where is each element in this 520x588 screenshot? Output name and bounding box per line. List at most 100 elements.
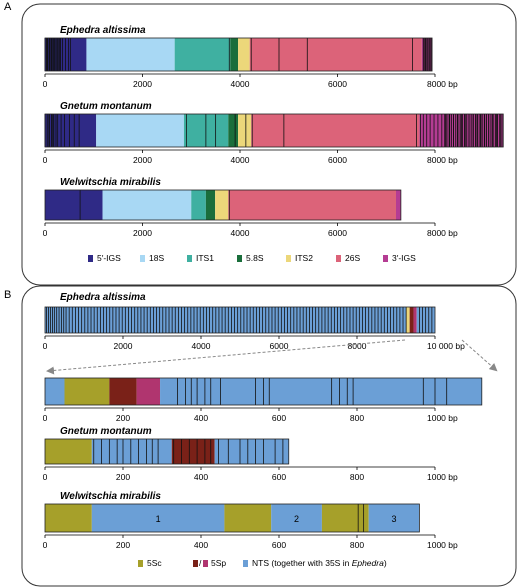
row-outline	[44, 189, 402, 221]
tick-label: 600	[272, 413, 286, 423]
segment-nts	[368, 504, 420, 532]
legend-label-tail: )	[384, 558, 387, 568]
segment-nts	[45, 307, 407, 333]
tick-label-unit: 1000 bp	[427, 472, 458, 482]
legend-label-text: ITS1	[196, 253, 214, 263]
segment-nts	[91, 439, 172, 464]
legend-swatch	[187, 255, 192, 262]
segment-5sc	[45, 439, 92, 464]
legend-separator: /	[199, 558, 202, 568]
legend-label: ITS1	[196, 253, 214, 263]
species-label: Welwitschia mirabilis	[60, 491, 161, 502]
legend-swatch	[193, 560, 198, 567]
tick-label: 6000	[328, 79, 347, 89]
row-outline	[44, 377, 483, 406]
legend-swatch	[383, 255, 388, 262]
segment-5sp-magenta	[413, 307, 417, 333]
species-label: Ephedra altissima	[60, 25, 146, 36]
legend-label-text: 26S	[345, 253, 360, 263]
legend-swatch	[138, 560, 143, 567]
zoom-arrows	[46, 339, 498, 375]
segment-26s	[228, 190, 396, 220]
panel-frame	[21, 3, 517, 286]
legend-label: NTS (together with 35S in Ephedra)	[252, 558, 387, 568]
gene-row: 0 200 400 600 800 1000 bp	[43, 377, 483, 423]
row-outline	[44, 113, 504, 148]
tick-label-unit: 8000 bp	[427, 228, 458, 238]
segment-5-igs	[45, 190, 103, 220]
segment-5sc	[321, 504, 369, 532]
legend-swatch	[237, 255, 242, 262]
legend-label-italic: Ephedra	[352, 558, 384, 568]
legend-label: 5Sc	[147, 558, 162, 568]
segment-nts	[91, 504, 225, 532]
gene-row: Gnetum montanum 0 200 400 600 800 1000 bp	[43, 426, 458, 482]
legend-label-text: 18S	[149, 253, 164, 263]
legend-label: 5Sp	[211, 558, 226, 568]
species-label: Ephedra altissima	[60, 292, 146, 303]
row-outline	[44, 438, 290, 465]
segment-18s	[86, 38, 175, 71]
tick-label: 2000	[133, 155, 152, 165]
gene-row: Gnetum montanum 0 2000 4000 6000 8000 bp	[43, 101, 504, 165]
segment-its2	[406, 307, 410, 333]
tick-label: 8000	[348, 341, 367, 351]
tick-label: 2000	[133, 228, 152, 238]
tick-label: 6000	[328, 155, 347, 165]
legend-swatch	[286, 255, 291, 262]
tick-label: 4000	[231, 228, 250, 238]
segment-3-igs	[421, 38, 433, 71]
segment-its1	[191, 190, 206, 220]
tick-label: 6000	[328, 228, 347, 238]
segment-its2	[238, 114, 252, 147]
legend-label: 3′-IGS	[392, 253, 416, 263]
legend-label: 5.8S	[246, 253, 264, 263]
tick-label: 6000	[270, 341, 289, 351]
legend-label: 18S	[149, 253, 164, 263]
row-outline	[44, 37, 433, 72]
tick-label-unit: 8000 bp	[427, 155, 458, 165]
panel-a: A Ephedra altissima 0 2000 4000 6000 8000 bp Gn…	[4, 1, 517, 286]
tick-label: 600	[272, 472, 286, 482]
legend-swatch	[243, 560, 248, 567]
segment-number: 3	[392, 514, 397, 524]
legend-swatch	[140, 255, 145, 262]
segment-5-8s	[205, 190, 216, 220]
tick-label: 4000	[231, 79, 250, 89]
gene-row: Ephedra altissima 0 2000 4000 6000 8000 bp	[43, 25, 458, 89]
segment-number: 2	[294, 514, 299, 524]
segment-5-8s	[228, 114, 239, 147]
species-label: Gnetum montanum	[60, 101, 152, 112]
species-label: Gnetum montanum	[60, 426, 152, 437]
tick-label: 600	[272, 540, 286, 550]
zoom-arrow-right	[461, 339, 498, 372]
legend-label-text: NTS (together with 35S in	[252, 558, 352, 568]
legend: 5′-IGS 18S ITS1 5.8S ITS2 26S 3′-IGS	[88, 253, 416, 263]
legend-label-text: 5.8S	[246, 253, 264, 263]
tick-label: 200	[116, 472, 130, 482]
tick-label-unit: 8000 bp	[427, 79, 458, 89]
tick-label: 800	[350, 540, 364, 550]
species-label: Welwitschia mirabilis	[60, 177, 161, 188]
segment-number: 1	[156, 514, 161, 524]
segment-26s	[249, 38, 422, 71]
segment-5-8s	[230, 38, 239, 71]
segment-5sc	[224, 504, 272, 532]
panel-letter: A	[4, 1, 12, 13]
tick-label: 0	[43, 79, 48, 89]
tick-label: 400	[194, 413, 208, 423]
legend-label: ITS2	[295, 253, 313, 263]
segment-its2	[215, 190, 229, 220]
gene-row: Ephedra altissima 0 2000 4000 6000 8000 10 000…	[43, 292, 465, 351]
legend-swatch	[203, 560, 208, 567]
segment-nts	[160, 378, 482, 405]
legend-label: 5′-IGS	[97, 253, 121, 263]
tick-label: 0	[43, 341, 48, 351]
segment-5sc	[45, 504, 92, 532]
legend-swatch	[336, 255, 341, 262]
tick-label: 2000	[114, 341, 133, 351]
segment-5sp-red	[109, 378, 137, 405]
legend-label-text: 5′-IGS	[97, 253, 121, 263]
